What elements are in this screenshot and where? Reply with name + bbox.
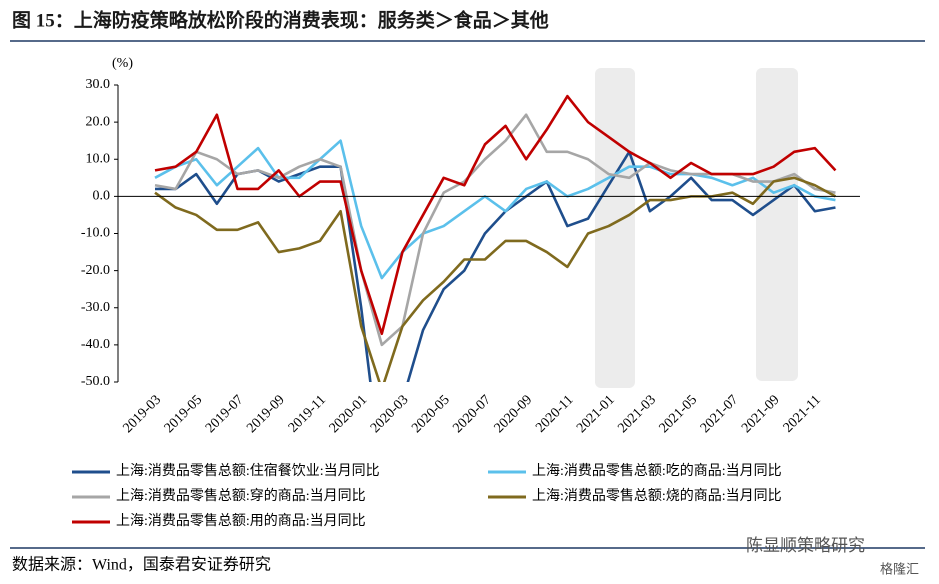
x-tick-label: 2020-07	[450, 392, 494, 436]
x-tick-label: 2020-01	[327, 392, 371, 436]
legend-label: 上海:消费品零售总额:用的商品:当月同比	[116, 513, 366, 529]
series-line	[154, 176, 837, 382]
y-tick-label: 20.0	[86, 114, 111, 129]
x-tick-label: 2021-05	[657, 392, 701, 436]
x-tick-label: 2019-07	[203, 392, 247, 436]
chart-title: 图 15：上海防疫策略放松阶段的消费表现：服务类＞食品＞其他	[12, 8, 549, 31]
y-tick-label: -40.0	[81, 337, 110, 352]
y-tick-label: -30.0	[81, 300, 110, 315]
x-tick-label: 2020-09	[492, 392, 536, 436]
y-tick-label: -10.0	[81, 226, 110, 241]
series-line	[155, 150, 836, 382]
y-tick-label: 10.0	[86, 151, 111, 166]
y-tick-label: 0.0	[93, 189, 111, 204]
x-tick-label: 2021-03	[615, 392, 659, 436]
x-tick-label: 2019-03	[120, 392, 164, 436]
x-tick-label: 2021-01	[574, 392, 618, 436]
watermark: 陈显顺策略研究	[746, 536, 865, 556]
x-tick-label: 2021-11	[781, 392, 824, 435]
watermark: 格隆汇	[880, 562, 919, 578]
y-unit: (%)	[112, 56, 133, 71]
x-tick-label: 2021-07	[698, 392, 742, 436]
source: 数据来源：Wind，国泰君安证券研究	[12, 556, 271, 574]
legend-label: 上海:消费品零售总额:穿的商品:当月同比	[116, 488, 366, 504]
legend-label: 上海:消费品零售总额:住宿餐饮业:当月同比	[116, 462, 380, 479]
x-tick-label: 2019-05	[162, 392, 206, 436]
x-tick-label: 2019-11	[286, 392, 329, 435]
y-tick-label: -20.0	[81, 263, 110, 278]
x-tick-label: 2020-11	[533, 392, 576, 435]
highlight-band	[756, 68, 798, 381]
x-tick-label: 2021-09	[739, 392, 783, 436]
series-line	[154, 139, 836, 280]
x-tick-label: 2020-05	[409, 392, 453, 436]
series-line	[154, 94, 837, 336]
y-tick-label: -50.0	[81, 374, 110, 389]
legend-label: 上海:消费品零售总额:吃的商品:当月同比	[532, 463, 782, 479]
legend-label: 上海:消费品零售总额:烧的商品:当月同比	[532, 488, 782, 504]
x-tick-label: 2020-03	[368, 392, 412, 436]
y-tick-label: 30.0	[86, 77, 111, 92]
x-tick-label: 2019-09	[244, 392, 288, 436]
plot-area	[154, 94, 837, 382]
